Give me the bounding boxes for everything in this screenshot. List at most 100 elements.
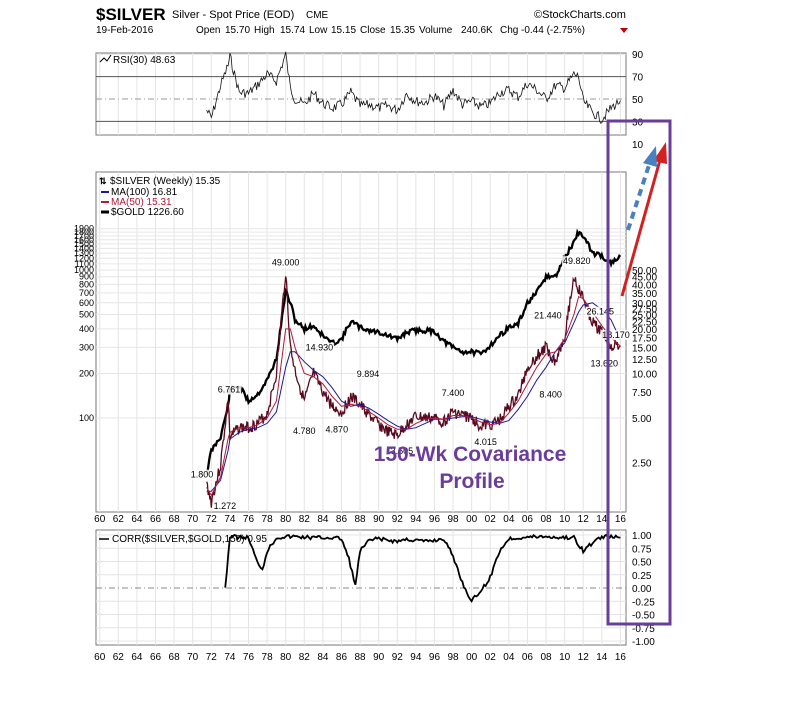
x-tick-label-14: 14 bbox=[596, 514, 608, 525]
x-tick-label-90: 90 bbox=[373, 514, 385, 525]
right-tick-label-10-00: 10.00 bbox=[632, 369, 657, 380]
annotation-bg bbox=[212, 501, 238, 511]
corr-tick-label-1-00: 1.00 bbox=[632, 531, 652, 542]
right-tick-label-50-00: 50.00 bbox=[632, 266, 657, 277]
x-tick-label-bottom-62: 62 bbox=[113, 652, 125, 663]
annotation-bg bbox=[561, 256, 592, 267]
annotation-label-18-170: 18.170 bbox=[602, 330, 630, 340]
x-tick-label-86: 86 bbox=[336, 514, 348, 525]
annotations: 49.000 14.930 6.761 9.894 4.780 4.870 3.505 7.4… bbox=[189, 256, 631, 511]
x-tick-label-64: 64 bbox=[131, 514, 143, 525]
price-annotation: 1.800 bbox=[189, 469, 215, 480]
left-tick-label-300: 300 bbox=[79, 342, 94, 352]
rsi-tick-label-50: 50 bbox=[632, 95, 644, 106]
x-tick-label-bottom-80: 80 bbox=[280, 652, 292, 663]
low-label: Low bbox=[309, 25, 328, 36]
rsi-tick-label-70: 70 bbox=[632, 73, 644, 84]
chg-label: Chg bbox=[500, 25, 518, 36]
x-tick-label-bottom-02: 02 bbox=[485, 652, 497, 663]
left-tick-label-900: 900 bbox=[79, 272, 94, 282]
price-annotation: 26.145 bbox=[585, 306, 615, 317]
rsi-chart-icon bbox=[99, 54, 112, 63]
annotation-label-4-015: 4.015 bbox=[474, 437, 497, 447]
x-tick-label-bottom-00: 00 bbox=[466, 652, 478, 663]
left-tick-label-1700: 1700 bbox=[74, 231, 94, 241]
x-tick-label-72: 72 bbox=[206, 514, 218, 525]
close-label: Close bbox=[360, 25, 386, 36]
right-tick-label-30-00: 30.00 bbox=[632, 299, 657, 310]
x-tick-label-bottom-78: 78 bbox=[262, 652, 274, 663]
rsi-label: RSI(30) 48.63 bbox=[113, 55, 176, 66]
x-tick-label-bottom-04: 04 bbox=[503, 652, 515, 663]
x-tick-label-bottom-64: 64 bbox=[131, 652, 143, 663]
open-value: 15.70 bbox=[225, 25, 250, 36]
ma50-series-line bbox=[206, 296, 621, 497]
price-annotation: 18.170 bbox=[601, 330, 631, 341]
x-tick-label-bottom-82: 82 bbox=[299, 652, 311, 663]
overlay-title-line2: Profile bbox=[439, 470, 504, 493]
price-annotation: 49.820 bbox=[561, 256, 592, 267]
x-tick-label-06: 06 bbox=[522, 514, 534, 525]
annotation-bg bbox=[585, 306, 615, 317]
left-tick-label-1200: 1200 bbox=[74, 253, 94, 263]
rsi-legend: RSI(30) 48.63 bbox=[99, 54, 176, 66]
annotation-bg bbox=[304, 342, 335, 353]
annotation-bg bbox=[601, 330, 631, 341]
right-tick-label-35-00: 35.00 bbox=[632, 289, 657, 300]
right-tick-label-22-50: 22.50 bbox=[632, 317, 657, 328]
x-tick-label-bottom-66: 66 bbox=[150, 652, 162, 663]
x-tick-label-00: 00 bbox=[466, 514, 478, 525]
price-annotation: 3.505 bbox=[389, 445, 415, 456]
x-tick-label-bottom-10: 10 bbox=[559, 652, 571, 663]
legend-item-ma100: MA(100) 16.81 bbox=[111, 187, 178, 198]
rsi-tick-label-10: 10 bbox=[632, 140, 644, 151]
annotation-label-26-145: 26.145 bbox=[586, 307, 614, 317]
annotation-label-14-930: 14.930 bbox=[306, 343, 334, 353]
axis-ticks: 60 60 62 62 64 64 66 66 68 68 70 70 72 72 74 74 76 76 78 78… bbox=[74, 50, 657, 663]
x-tick-label-bottom-94: 94 bbox=[410, 652, 422, 663]
left-tick-label-1600: 1600 bbox=[74, 235, 94, 245]
x-tick-label-66: 66 bbox=[150, 514, 162, 525]
x-tick-label-bottom-98: 98 bbox=[447, 652, 459, 663]
x-tick-label-62: 62 bbox=[113, 514, 125, 525]
annotation-label-49-000: 49.000 bbox=[272, 257, 300, 267]
corr-tick-label-0-25: 0.25 bbox=[632, 571, 652, 582]
annotation-label-21-440: 21.440 bbox=[534, 310, 562, 320]
left-tick-label-1800: 1800 bbox=[74, 227, 94, 237]
x-tick-label-70: 70 bbox=[187, 514, 199, 525]
blue-arrow-shaft bbox=[626, 161, 652, 231]
silver-series-line bbox=[206, 276, 621, 508]
left-tick-label-800: 800 bbox=[79, 279, 94, 289]
volume-label: Volume bbox=[419, 25, 453, 36]
price-annotation: 9.894 bbox=[355, 369, 381, 380]
annotation-label-7-400: 7.400 bbox=[442, 388, 465, 398]
x-tick-label-98: 98 bbox=[447, 514, 459, 525]
left-tick-label-1400: 1400 bbox=[74, 243, 94, 253]
annotation-bg bbox=[292, 425, 317, 436]
blue-arrow-head-icon bbox=[643, 146, 657, 167]
left-tick-label-1300: 1300 bbox=[74, 248, 94, 258]
right-tick-label-45-00: 45.00 bbox=[632, 273, 657, 284]
x-tick-label-12: 12 bbox=[578, 514, 590, 525]
corr-label: CORR($SILVER,$GOLD,150) 0.95 bbox=[112, 534, 267, 545]
price-annotation: 4.015 bbox=[473, 437, 498, 448]
brand-label[interactable]: ©StockCharts.com bbox=[534, 9, 626, 21]
right-tick-label-27-50: 27.50 bbox=[632, 304, 657, 315]
annotation-label-49-820: 49.820 bbox=[563, 256, 591, 266]
annotation-label-1-272: 1.272 bbox=[214, 501, 237, 511]
x-tick-label-78: 78 bbox=[262, 514, 274, 525]
volume-value: 240.6K bbox=[461, 25, 493, 36]
x-tick-label-bottom-16: 16 bbox=[615, 652, 627, 663]
corr-tick-label--0-25: -0.25 bbox=[632, 597, 655, 608]
price-annotation: 1.272 bbox=[212, 501, 238, 511]
x-tick-label-60: 60 bbox=[94, 514, 106, 525]
x-tick-label-10: 10 bbox=[559, 514, 571, 525]
chart-date: 19-Feb-2016 bbox=[96, 25, 154, 36]
right-tick-label-12-50: 12.50 bbox=[632, 355, 657, 366]
right-tick-label-5-00: 5.00 bbox=[632, 414, 652, 425]
annotation-bg bbox=[189, 469, 215, 480]
annotation-bg bbox=[355, 369, 381, 380]
left-tick-label-1100: 1100 bbox=[75, 259, 94, 269]
x-tick-label-68: 68 bbox=[169, 514, 181, 525]
corr-tick-label-0-75: 0.75 bbox=[632, 544, 652, 555]
